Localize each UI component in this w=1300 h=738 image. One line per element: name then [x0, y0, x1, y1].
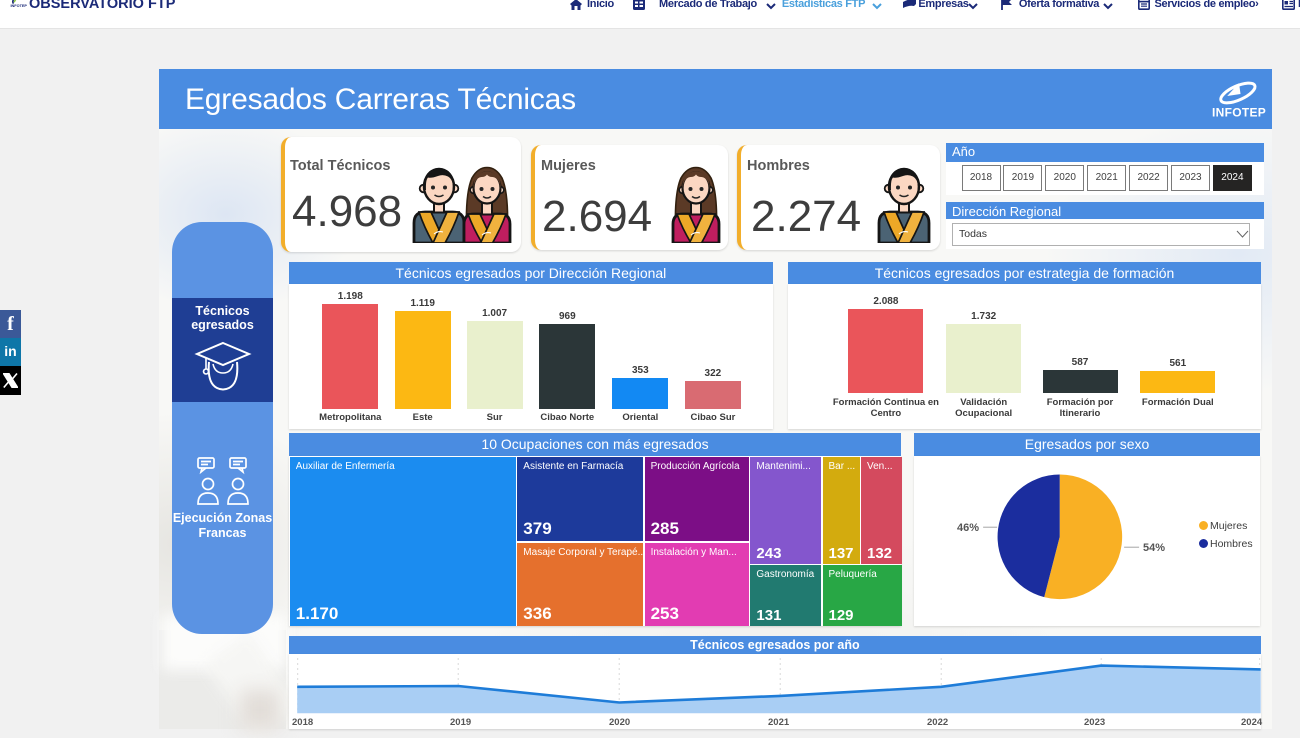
svg-text:INFOTEP: INFOTEP	[11, 4, 28, 8]
svg-text:INFOTEP: INFOTEP	[1212, 106, 1266, 120]
